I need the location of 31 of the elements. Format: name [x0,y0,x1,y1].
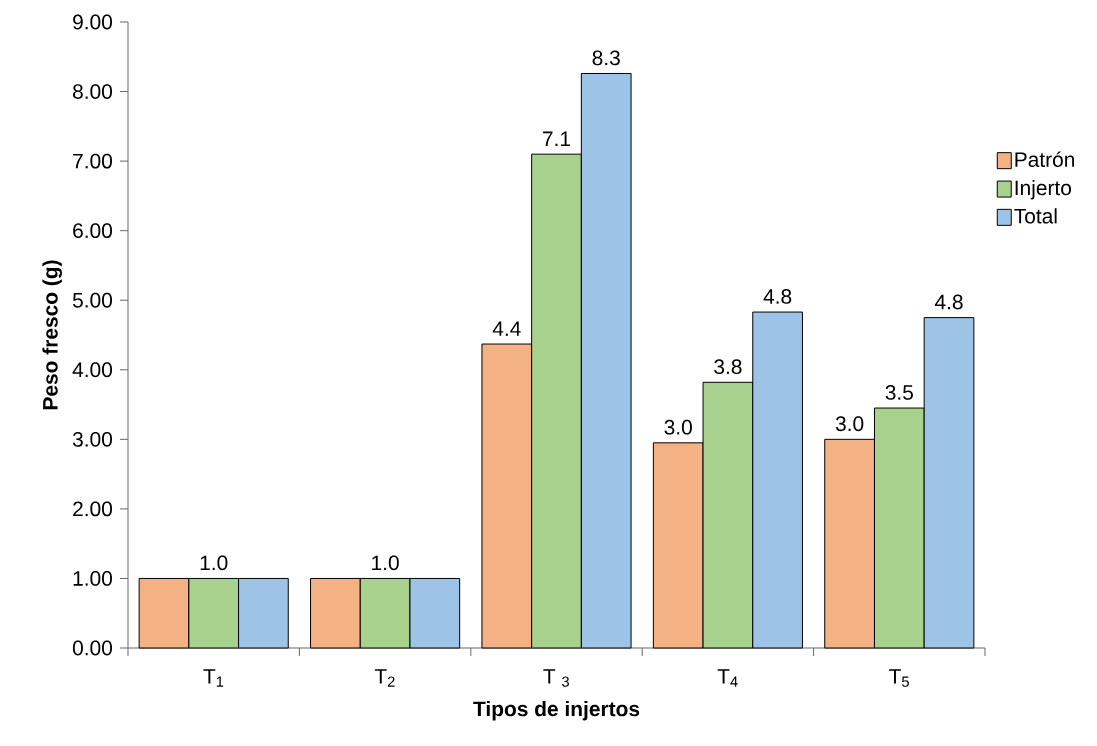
data-label: 3.0 [664,419,692,435]
data-label: 4.4 [492,321,521,336]
legend-label: Patrón [1015,151,1075,167]
x-axis-title: Tipos de injertos [473,700,640,721]
x-tick-label: T$_{2}$ [374,669,395,687]
data-label: 4.8 [934,294,963,310]
y-tick-label: 5.00 [72,292,112,308]
data-label: 1.0 [372,555,399,571]
x-tick-label: T $_{3}$ [543,669,569,687]
y-tick-label: 6.00 [73,223,112,239]
data-label: 3.5 [885,385,913,400]
y-tick-label: 3.00 [72,431,112,447]
data-label: 3.0 [835,416,864,432]
y-tick-label: 9.00 [73,14,112,30]
data-label: 8.3 [592,50,620,66]
x-tick-label: T$_{1}$ [203,669,224,687]
data-label: 3.8 [714,359,742,375]
x-tick-label: T$_{5}$ [889,669,909,687]
data-label: 4.8 [763,289,792,304]
legend-label: Total [1014,208,1057,224]
y-axis-title: Peso fresco (g) [42,260,62,410]
y-tick-label: 0.00 [72,640,112,656]
y-tick-label: 7.00 [73,153,112,169]
y-tick-label: 2.00 [73,501,112,517]
y-tick-label: 4.00 [72,362,112,378]
data-label: 7.1 [543,131,571,146]
y-tick-label: 8.00 [73,84,112,99]
x-tick-label: T$_{4}$ [717,669,738,687]
legend-label: Injerto [1015,179,1072,200]
y-tick-label: 1.00 [73,571,112,586]
data-label: 1.0 [200,555,228,571]
